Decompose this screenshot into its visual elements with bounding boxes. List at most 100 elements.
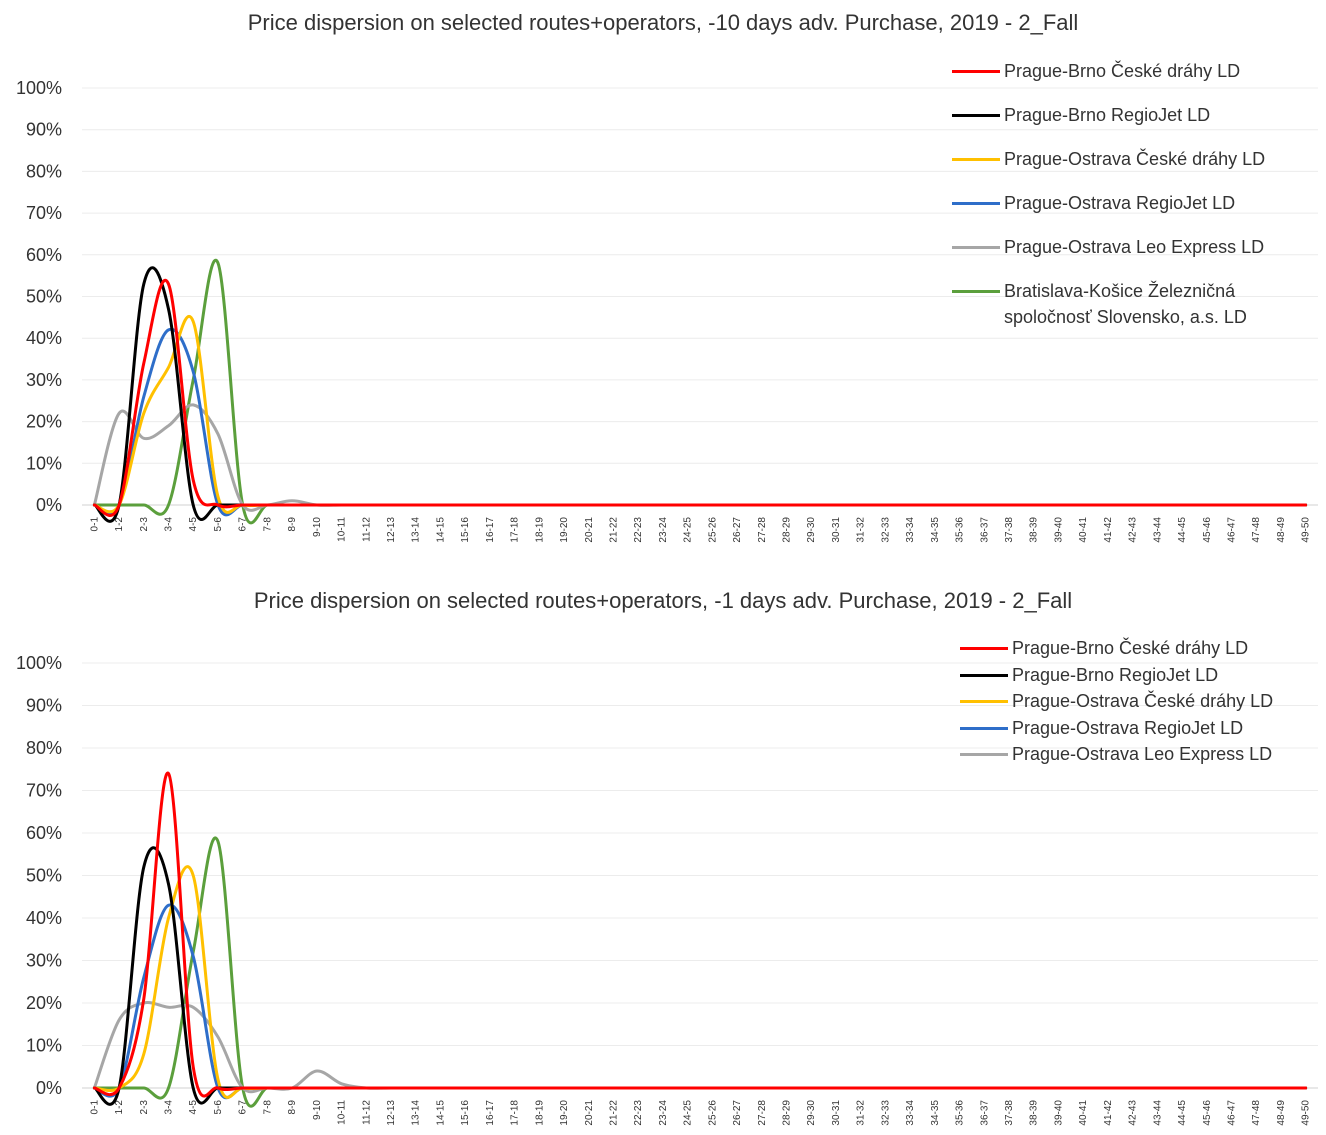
x-tick-label: 22-23 xyxy=(633,517,644,543)
x-tick-label: 25-26 xyxy=(707,517,718,543)
x-tick-label: 1-2 xyxy=(114,517,125,532)
x-tick-label: 8-9 xyxy=(287,1100,298,1115)
x-tick-label: 31-32 xyxy=(856,1100,867,1126)
x-tick-label: 15-16 xyxy=(460,1100,471,1126)
chart-panel-10-days: 0% 10% 20% 30% 40% 50% 60% 70% 80% 90% 100% 0-1 1-2 2… xyxy=(0,0,1326,565)
x-tick-label: 0-1 xyxy=(89,517,100,532)
x-tick-label: 26-27 xyxy=(732,517,743,543)
y-tick-label: 80% xyxy=(26,161,62,181)
y-tick-label: 20% xyxy=(26,412,62,432)
y-tick-label: 50% xyxy=(26,287,62,307)
chart-panel-1-day: 0% 10% 20% 30% 40% 50% 60% 70% 80% 90% 100% 0-1 1-2 2… xyxy=(0,580,1326,1135)
x-tick-label: 35-36 xyxy=(955,1100,966,1126)
x-tick-label: 49-50 xyxy=(1301,1100,1312,1126)
chart-title: Price dispersion on selected routes+oper… xyxy=(247,10,1079,35)
x-tick-label: 20-21 xyxy=(584,517,595,543)
x-tick-label: 41-42 xyxy=(1103,1100,1114,1126)
x-tick-label: 34-35 xyxy=(930,517,941,543)
legend-item: Prague-Ostrava Leo Express LD xyxy=(952,234,1304,260)
legend-label: Prague-Ostrava Leo Express LD xyxy=(1012,744,1273,764)
x-tick-label: 29-30 xyxy=(806,1100,817,1126)
x-tick-label: 30-31 xyxy=(831,517,842,543)
x-tick-label: 33-34 xyxy=(905,1100,916,1126)
x-tick-label: 49-50 xyxy=(1301,517,1312,543)
x-tick-label: 34-35 xyxy=(930,1100,941,1126)
y-tick-label: 70% xyxy=(26,781,62,801)
x-tick-label: 23-24 xyxy=(658,517,669,543)
x-tick-label: 11-12 xyxy=(361,1100,372,1125)
y-tick-label: 100% xyxy=(16,653,62,673)
series-line xyxy=(92,846,1308,1106)
x-tick-label: 43-44 xyxy=(1152,1100,1163,1126)
x-tick-label: 7-8 xyxy=(262,517,273,532)
legend-label: Bratislava-Košice Železničná spoločnosť … xyxy=(1004,281,1247,327)
x-tick-label: 45-46 xyxy=(1202,1100,1213,1126)
x-tick-label: 18-19 xyxy=(534,517,545,543)
x-tick-label: 48-49 xyxy=(1276,1100,1287,1126)
x-tick-label: 19-20 xyxy=(559,517,570,543)
legend-label: Prague-Ostrava Leo Express LD xyxy=(1004,237,1265,257)
x-tick-label: 37-38 xyxy=(1004,517,1015,543)
x-tick-label: 39-40 xyxy=(1053,517,1064,543)
series-line xyxy=(92,903,1308,1100)
legend-item: Prague-Ostrava RegioJet LD xyxy=(952,190,1304,216)
x-tick-label: 43-44 xyxy=(1152,517,1163,543)
x-tick-label: 3-4 xyxy=(164,517,175,532)
x-tick-label: 6-7 xyxy=(238,1100,249,1115)
legend-item: Prague-Brno České dráhy LD xyxy=(960,635,1312,661)
x-tick-label: 5-6 xyxy=(213,517,224,532)
x-tick-label: 36-37 xyxy=(979,517,990,543)
x-tick-label: 32-33 xyxy=(880,517,891,543)
x-tick-label: 39-40 xyxy=(1053,1100,1064,1126)
x-tick-label: 4-5 xyxy=(188,1100,199,1115)
x-tick-label: 15-16 xyxy=(460,517,471,543)
y-tick-label: 90% xyxy=(26,696,62,716)
y-tick-label: 100% xyxy=(16,78,62,98)
y-tick-label: 70% xyxy=(26,203,62,223)
x-tick-label: 22-23 xyxy=(633,1100,644,1126)
chart-plot-10-days: 0% 10% 20% 30% 40% 50% 60% 70% 80% 90% 100% 0-1 1-2 2… xyxy=(16,78,1318,543)
x-tick-label: 17-18 xyxy=(510,517,521,543)
x-tick-label: 0-1 xyxy=(89,1100,100,1115)
legend-swatch xyxy=(960,673,1008,677)
x-tick-label: 42-43 xyxy=(1128,517,1139,543)
legend-swatch xyxy=(952,70,1000,73)
x-tick-label: 13-14 xyxy=(411,517,422,543)
x-tick-label: 2-3 xyxy=(139,1100,150,1115)
x-tick-label: 28-29 xyxy=(782,517,793,543)
y-tick-label: 30% xyxy=(26,951,62,971)
series-line xyxy=(92,836,1308,1108)
x-tick-label: 13-14 xyxy=(411,1100,422,1126)
x-tick-label: 18-19 xyxy=(534,1100,545,1126)
legend-label: Prague-Brno RegioJet LD xyxy=(1004,105,1211,125)
x-tick-label: 2-3 xyxy=(139,517,150,532)
x-tick-label: 36-37 xyxy=(979,1100,990,1126)
x-tick-label: 20-21 xyxy=(584,1100,595,1126)
x-tick-label: 35-36 xyxy=(955,517,966,543)
y-tick-label: 90% xyxy=(26,120,62,140)
x-tick-label: 17-18 xyxy=(510,1100,521,1126)
y-tick-label: 30% xyxy=(26,370,62,390)
y-tick-label: 40% xyxy=(26,328,62,348)
x-tick-label: 37-38 xyxy=(1004,1100,1015,1126)
chart-title: Price dispersion on selected routes+oper… xyxy=(253,588,1073,613)
legend-label: Prague-Brno České dráhy LD xyxy=(1012,638,1249,658)
legend-item: Prague-Ostrava České dráhy LD xyxy=(952,146,1304,172)
legend-item: Prague-Brno České dráhy LD xyxy=(952,58,1304,84)
legend-item: Prague-Ostrava Leo Express LD xyxy=(960,741,1312,767)
x-tick-label: 12-13 xyxy=(386,1100,397,1126)
legend-item: Prague-Ostrava RegioJet LD xyxy=(960,715,1312,741)
y-gridlines xyxy=(82,87,1318,506)
x-tick-label: 42-43 xyxy=(1128,1100,1139,1126)
x-tick-label: 1-2 xyxy=(114,1100,125,1115)
x-tick-label: 14-15 xyxy=(435,517,446,543)
y-tick-label: 20% xyxy=(26,993,62,1013)
y-tick-label: 10% xyxy=(26,1036,62,1056)
legend-label: Prague-Ostrava RegioJet LD xyxy=(1004,193,1236,213)
legend-label: Prague-Ostrava České dráhy LD xyxy=(1012,691,1274,711)
x-tick-label: 45-46 xyxy=(1202,517,1213,543)
x-tick-label: 46-47 xyxy=(1226,517,1237,543)
x-tick-label: 12-13 xyxy=(386,517,397,543)
x-tick-label: 7-8 xyxy=(262,1100,273,1115)
series-line xyxy=(92,403,1308,512)
